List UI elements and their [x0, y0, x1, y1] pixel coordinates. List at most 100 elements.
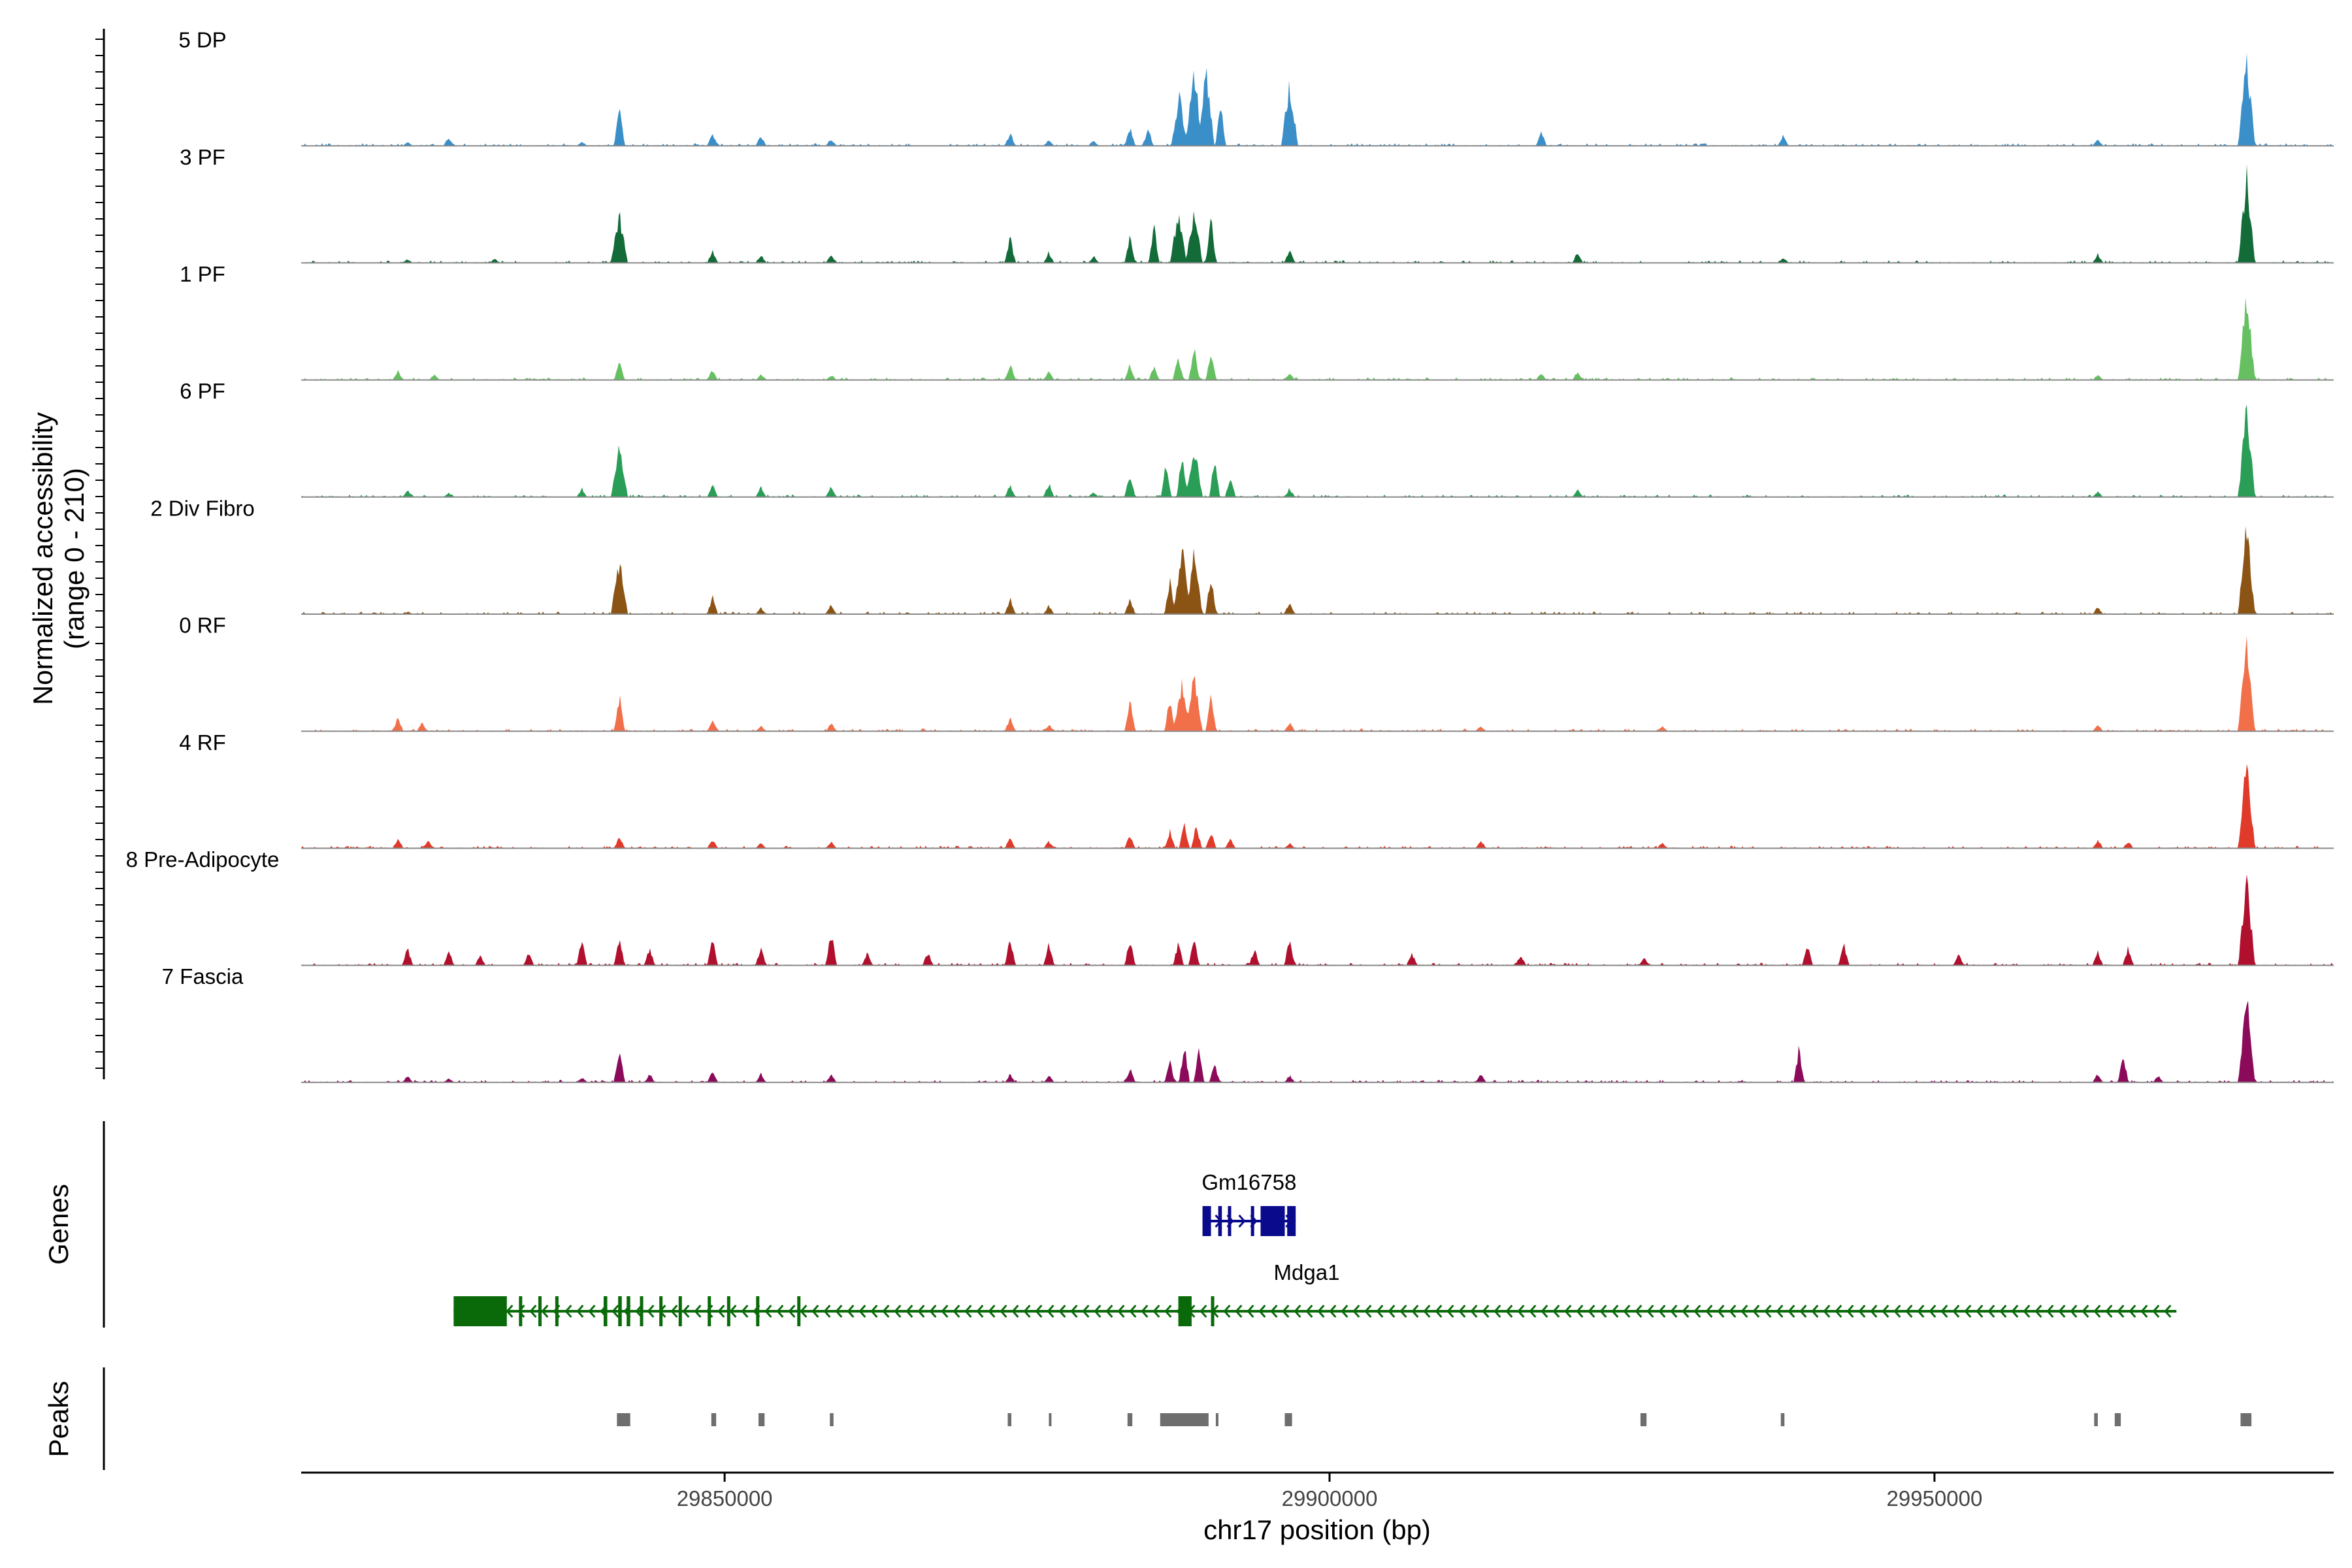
coverage-area: [301, 1000, 2334, 1083]
peak-region: [1007, 1413, 1011, 1426]
strand-arrow: [1882, 1305, 1889, 1318]
strand-arrow: [1411, 1305, 1419, 1318]
strand-arrow: [1200, 1305, 1207, 1318]
peak-region: [2114, 1413, 2121, 1426]
strand-arrow: [1764, 1305, 1772, 1318]
track-4-rf: 4 RF: [179, 730, 2334, 849]
strand-arrow: [1788, 1305, 1795, 1318]
strand-arrow: [1658, 1305, 1666, 1318]
coverage-area: [301, 526, 2334, 614]
strand-arrow: [1705, 1305, 1713, 1318]
gene-gm16758: Gm16758: [1201, 1170, 1296, 1236]
strand-arrow: [2011, 1305, 2019, 1318]
coverage-area: [301, 636, 2334, 732]
peak-region: [711, 1413, 717, 1426]
strand-arrow: [1423, 1305, 1431, 1318]
exon: [727, 1296, 730, 1326]
strand-arrow: [964, 1305, 972, 1318]
strand-arrow: [929, 1305, 937, 1318]
peak-region: [617, 1413, 630, 1426]
strand-arrow: [976, 1305, 984, 1318]
exon: [797, 1296, 801, 1326]
strand-arrow: [1247, 1305, 1254, 1318]
strand-arrow: [694, 1305, 702, 1318]
peaks-track: [617, 1413, 2252, 1426]
strand-arrow: [2023, 1305, 2031, 1318]
gene-annotations: Gm16758 Mdga1: [453, 1170, 2177, 1326]
strand-arrow: [764, 1305, 772, 1318]
strand-arrow: [1305, 1305, 1313, 1318]
strand-arrow: [917, 1305, 925, 1318]
strand-arrow: [1776, 1305, 1784, 1318]
strand-arrow: [906, 1305, 913, 1318]
strand-arrow: [1011, 1305, 1019, 1318]
strand-arrow: [1105, 1305, 1113, 1318]
exon: [1228, 1206, 1232, 1236]
strand-arrow: [2070, 1305, 2078, 1318]
strand-arrow: [988, 1305, 996, 1318]
coverage-tracks: 5 DP 3 PF 1 PF 6 PF 2 Div Fibro 0 RF 4 RF 8 Pre…: [126, 28, 2334, 1083]
x-tick-label: 29950000: [1886, 1486, 1982, 1511]
strand-arrow: [1094, 1305, 1102, 1318]
strand-arrow: [1482, 1305, 1490, 1318]
exon: [678, 1296, 682, 1326]
track-0-rf: 0 RF: [179, 613, 2334, 732]
strand-arrow: [1223, 1305, 1231, 1318]
track-1-pf: 1 PF: [180, 262, 2334, 381]
y-axis-ticks: [95, 39, 104, 1069]
exon: [1211, 1296, 1215, 1326]
strand-arrow: [1682, 1305, 1690, 1318]
track-label: 3 PF: [180, 145, 225, 169]
strand-arrow: [1905, 1305, 1913, 1318]
peak-region: [830, 1413, 834, 1426]
strand-arrow: [1352, 1305, 1360, 1318]
strand-arrow: [612, 1305, 619, 1318]
strand-arrow: [870, 1305, 878, 1318]
strand-arrow: [2082, 1305, 2089, 1318]
y-axis-range: (range 0 - 210): [59, 468, 90, 649]
strand-arrow: [2164, 1305, 2172, 1318]
gene-label: Mdga1: [1274, 1260, 1340, 1284]
exon: [453, 1296, 507, 1326]
strand-arrow: [1070, 1305, 1078, 1318]
strand-arrow: [2152, 1305, 2160, 1318]
strand-arrow: [1317, 1305, 1325, 1318]
strand-arrow: [1599, 1305, 1607, 1318]
strand-arrow: [1235, 1305, 1243, 1318]
strand-arrow: [1435, 1305, 1443, 1318]
coverage-area: [301, 52, 2334, 146]
strand-arrow: [800, 1305, 808, 1318]
track-7-fascia: 7 Fascia: [162, 964, 2334, 1083]
strand-arrow: [1047, 1305, 1054, 1318]
y-axis-title: Normalized accessibility: [27, 412, 58, 705]
exon: [627, 1296, 630, 1326]
strand-arrow: [541, 1305, 549, 1318]
strand-arrow: [717, 1305, 725, 1318]
strand-arrow: [1646, 1305, 1654, 1318]
strand-arrow: [1058, 1305, 1066, 1318]
strand-arrow: [1987, 1305, 1995, 1318]
strand-arrow: [1082, 1305, 1090, 1318]
exon: [1178, 1296, 1192, 1326]
peak-region: [1640, 1413, 1647, 1426]
strand-arrow: [1929, 1305, 1936, 1318]
gene-mdga1: Mdga1: [453, 1260, 2177, 1326]
strand-arrow: [741, 1305, 749, 1318]
strand-arrow: [941, 1305, 949, 1318]
track-label: 7 Fascia: [162, 964, 244, 988]
strand-arrow: [1376, 1305, 1384, 1318]
strand-arrow: [1552, 1305, 1560, 1318]
exon: [555, 1296, 559, 1326]
exon: [519, 1296, 523, 1326]
exon: [1287, 1206, 1296, 1236]
strand-arrow: [1000, 1305, 1007, 1318]
coverage-area: [301, 164, 2334, 263]
exon: [618, 1296, 622, 1326]
peak-region: [1780, 1413, 1785, 1426]
peak-region: [758, 1413, 765, 1426]
strand-arrow: [1999, 1305, 2007, 1318]
strand-arrow: [1517, 1305, 1525, 1318]
track-label: 1 PF: [180, 262, 225, 286]
coverage-area: [301, 764, 2334, 849]
